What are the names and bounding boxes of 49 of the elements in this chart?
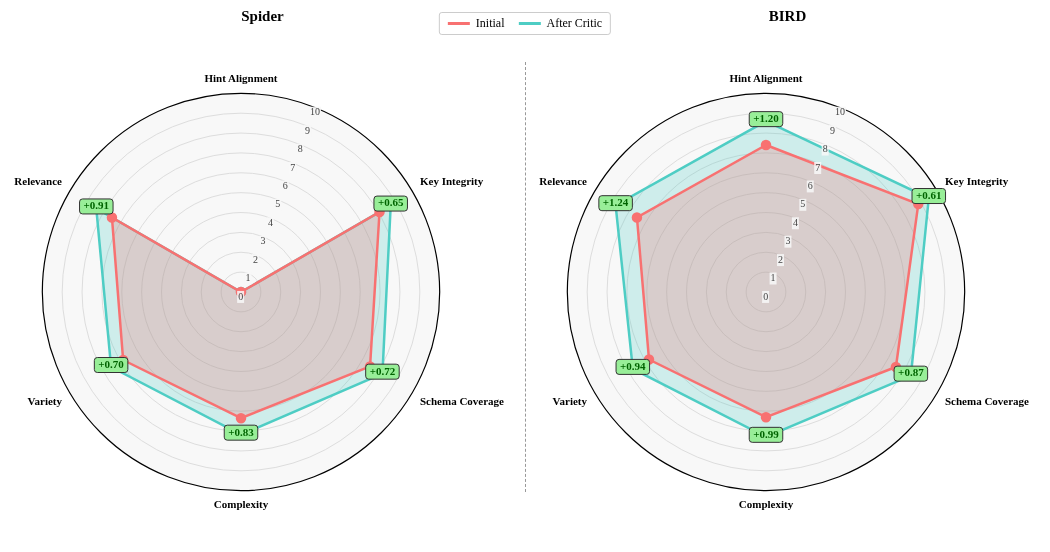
y-tick-label: 3 [785,235,791,247]
spoke-label: Variety [552,394,588,407]
spoke-label: Relevance [14,174,63,187]
chart-title: BIRD [768,8,807,24]
text: +0.83 [228,425,254,438]
y-tick-label: 10 [835,106,846,118]
text: +0.99 [753,427,779,440]
spoke-label: Key Integrity [420,174,484,187]
spoke-label: Schema Coverage [945,394,1030,407]
y-tick-label: 5 [800,198,806,210]
y-tick-label: 9 [830,124,836,136]
y-tick-label: 1 [245,272,251,284]
text: +0.65 [377,196,404,209]
text: +0.72 [369,364,396,377]
text: +0.70 [98,357,124,370]
y-tick-label: 9 [305,124,311,136]
spoke-label: Complexity [213,498,269,511]
y-tick-label: 7 [290,161,296,173]
y-tick-label: 0 [763,290,769,302]
y-tick-label: 8 [822,143,828,155]
legend-label: Initial [475,16,505,31]
text: +0.94 [620,359,646,372]
y-tick-label: 5 [275,198,281,210]
y-tick-label: 2 [778,253,784,265]
y-tick-label: 7 [815,161,821,173]
text: +0.87 [898,366,924,379]
legend-label: After Critic [546,16,603,31]
y-tick-label: 4 [267,216,273,228]
y-tick-label: 10 [310,106,321,118]
chart-title: Spider [241,8,284,24]
y-tick-label: 1 [770,272,776,284]
spoke-label: Complexity [738,498,794,511]
spoke-label: Hint Alignment [204,71,278,84]
y-tick-label: 2 [253,253,259,265]
y-tick-label: 3 [260,235,266,247]
y-tick-label: 4 [792,216,798,228]
text: +0.61 [916,188,942,201]
text: +1.24 [602,196,629,209]
spoke-label: Variety [27,394,63,407]
spoke-label: Schema Coverage [420,394,505,407]
y-tick-label: 6 [807,180,813,192]
spoke-label: Hint Alignment [729,71,803,84]
text: +1.20 [753,111,779,124]
text: +0.91 [83,199,110,212]
y-tick-label: 8 [297,143,303,155]
spoke-label: Relevance [539,174,588,187]
y-tick-label: 0 [238,290,244,302]
spoke-label: Key Integrity [945,174,1009,187]
y-tick-label: 6 [282,180,288,192]
